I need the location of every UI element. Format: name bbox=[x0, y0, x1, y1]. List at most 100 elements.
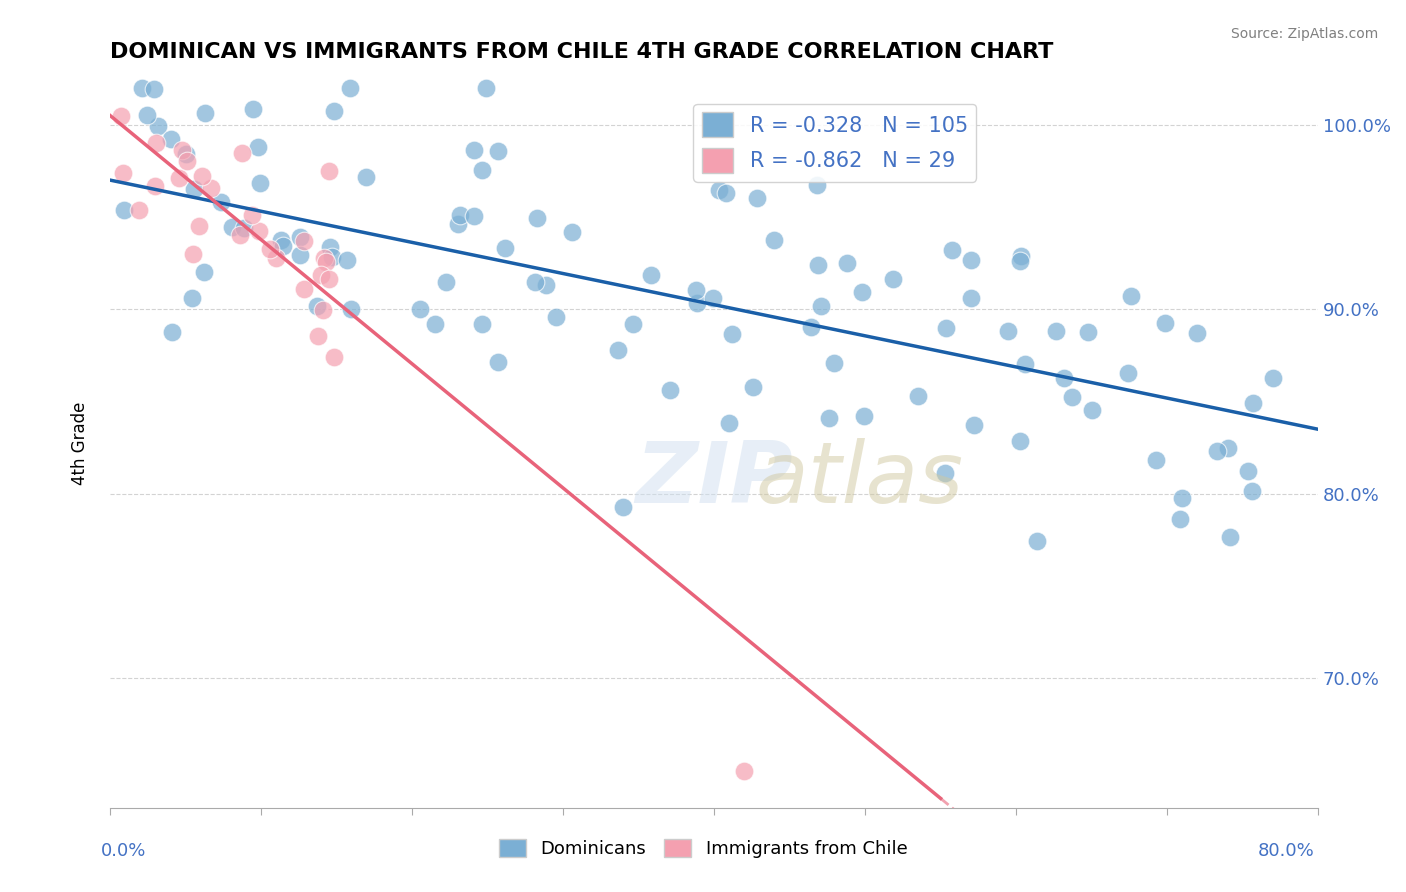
Point bbox=[232, 220, 254, 235]
Point bbox=[247, 224, 270, 238]
Point bbox=[934, 466, 956, 480]
Legend: Dominicans, Immigrants from Chile: Dominicans, Immigrants from Chile bbox=[492, 831, 914, 865]
Point bbox=[963, 418, 986, 433]
Point bbox=[231, 146, 253, 161]
Point bbox=[323, 350, 346, 364]
Point bbox=[536, 277, 558, 292]
Point bbox=[486, 355, 509, 369]
Point bbox=[718, 416, 741, 430]
Point bbox=[270, 233, 292, 247]
Point bbox=[340, 301, 363, 316]
Legend: R = -0.328   N = 105, R = -0.862   N = 29: R = -0.328 N = 105, R = -0.862 N = 29 bbox=[693, 103, 976, 181]
Point bbox=[1144, 452, 1167, 467]
Point bbox=[463, 143, 485, 157]
Text: 0.0%: 0.0% bbox=[101, 842, 146, 860]
Point bbox=[110, 109, 132, 123]
Point bbox=[1060, 390, 1083, 404]
Point bbox=[807, 259, 830, 273]
Point bbox=[686, 295, 709, 310]
Text: atlas: atlas bbox=[755, 438, 963, 521]
Point bbox=[1216, 442, 1239, 456]
Point bbox=[167, 170, 190, 185]
Point bbox=[290, 230, 312, 244]
Point bbox=[1025, 533, 1047, 548]
Point bbox=[471, 317, 494, 331]
Point bbox=[292, 282, 315, 296]
Point bbox=[959, 253, 981, 268]
Point bbox=[193, 265, 215, 279]
Point bbox=[835, 256, 858, 270]
Point bbox=[702, 291, 724, 305]
Point bbox=[1008, 434, 1031, 449]
Point bbox=[323, 103, 346, 118]
Point bbox=[271, 238, 294, 252]
Point bbox=[1116, 366, 1139, 380]
Point bbox=[160, 325, 183, 339]
Point bbox=[181, 291, 204, 305]
Text: DOMINICAN VS IMMIGRANTS FROM CHILE 4TH GRADE CORRELATION CHART: DOMINICAN VS IMMIGRANTS FROM CHILE 4TH G… bbox=[110, 42, 1053, 62]
Point bbox=[474, 80, 496, 95]
Point bbox=[221, 219, 243, 234]
Point bbox=[187, 219, 209, 234]
Point bbox=[806, 178, 828, 193]
Point bbox=[145, 136, 167, 150]
Point bbox=[307, 299, 329, 313]
Point bbox=[640, 268, 662, 282]
Point bbox=[1219, 530, 1241, 544]
Point bbox=[494, 241, 516, 255]
Point bbox=[143, 178, 166, 193]
Point bbox=[194, 106, 217, 120]
Point bbox=[1241, 396, 1264, 410]
Point bbox=[1185, 326, 1208, 341]
Point bbox=[311, 302, 333, 317]
Point bbox=[240, 208, 263, 222]
Point bbox=[111, 166, 134, 180]
Point bbox=[800, 320, 823, 334]
Point bbox=[181, 247, 204, 261]
Point bbox=[449, 208, 471, 222]
Point bbox=[709, 183, 731, 197]
Point bbox=[436, 275, 458, 289]
Point bbox=[1010, 249, 1032, 263]
Point bbox=[716, 186, 738, 201]
Point bbox=[1171, 491, 1194, 506]
Point bbox=[733, 764, 755, 778]
Point bbox=[763, 233, 786, 247]
Point bbox=[747, 191, 769, 205]
Point bbox=[336, 252, 359, 267]
Point bbox=[318, 164, 340, 178]
Point bbox=[1206, 444, 1229, 458]
Point bbox=[471, 163, 494, 178]
Point bbox=[1081, 402, 1104, 417]
Point bbox=[1076, 325, 1098, 339]
Point bbox=[143, 82, 166, 96]
Point bbox=[264, 251, 287, 265]
Point bbox=[136, 108, 159, 122]
Point bbox=[312, 252, 335, 266]
Point bbox=[246, 140, 269, 154]
Point bbox=[544, 310, 567, 325]
Point bbox=[1045, 324, 1067, 338]
Point bbox=[882, 271, 904, 285]
Point bbox=[354, 170, 377, 185]
Point bbox=[817, 411, 839, 425]
Point bbox=[309, 268, 332, 282]
Point bbox=[1153, 316, 1175, 330]
Point bbox=[176, 153, 198, 168]
Point bbox=[526, 211, 548, 225]
Point bbox=[318, 272, 340, 286]
Point bbox=[1168, 512, 1191, 526]
Point bbox=[741, 380, 763, 394]
Point bbox=[259, 242, 281, 256]
Point bbox=[941, 243, 963, 257]
Point bbox=[1241, 483, 1264, 498]
Point bbox=[823, 356, 845, 370]
Point bbox=[131, 80, 153, 95]
Point bbox=[447, 217, 470, 231]
Point bbox=[524, 275, 547, 289]
Point bbox=[307, 328, 329, 343]
Point bbox=[720, 326, 742, 341]
Point bbox=[321, 250, 343, 264]
Text: 80.0%: 80.0% bbox=[1258, 842, 1315, 860]
Point bbox=[339, 80, 361, 95]
